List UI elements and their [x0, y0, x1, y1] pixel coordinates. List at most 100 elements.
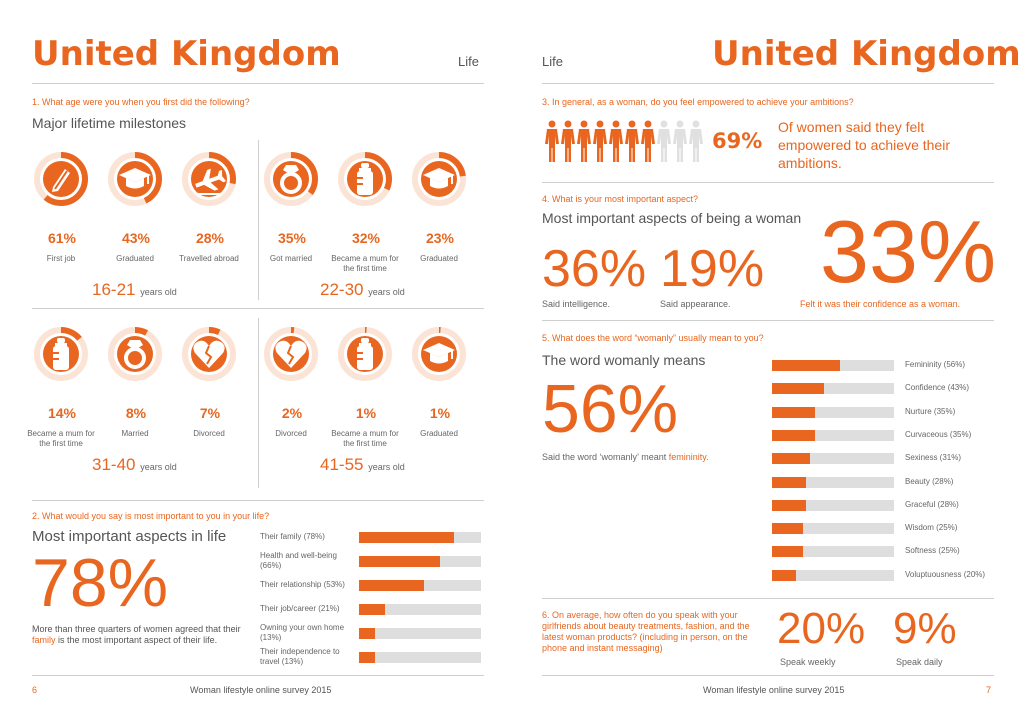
milestone-ring [106, 150, 164, 208]
family-description: More than three quarters of women agreed… [32, 624, 242, 646]
vertical-divider [258, 140, 259, 300]
milestone-label: Divorced [193, 429, 225, 438]
airplane-icon [195, 168, 227, 195]
age-unit: years old [368, 462, 405, 472]
milestone-percentage: 35% [277, 230, 307, 246]
age-range-value: 22-30 [320, 280, 364, 299]
bar-track [772, 360, 894, 371]
milestone-ring [32, 325, 90, 383]
person-icon [625, 120, 639, 167]
milestone-percentage: 61% [47, 230, 77, 246]
description-text: is the most important aspect of their li… [55, 635, 218, 645]
bar-track [359, 580, 481, 591]
page-title: United Kingdom [32, 34, 341, 74]
milestone-percentage: 28% [195, 230, 225, 246]
divider [32, 500, 484, 501]
highlight-text: family [32, 635, 56, 645]
person-icon [673, 120, 687, 167]
age-range-value: 31-40 [92, 455, 136, 474]
question-5: 5. What does the word “womanly” usually … [542, 333, 764, 343]
bar-label: Their family (78%) [260, 532, 325, 541]
milestone-label: Became a mum for the first time [331, 254, 399, 273]
age-unit: years old [140, 462, 177, 472]
bar-track [359, 604, 481, 615]
bar [772, 523, 803, 535]
person-icon [577, 120, 591, 167]
bar-track [772, 499, 894, 511]
graduation-cap-icon [423, 343, 455, 364]
bar-label: Confidence (43%) [905, 383, 970, 393]
milestone-ring [32, 150, 90, 208]
milestone-ring [180, 325, 238, 383]
footer-text: Woman lifestyle online survey 2015 [703, 685, 845, 695]
page-title: United Kingdom [712, 34, 1021, 74]
question-3: 3. In general, as a woman, do you feel e… [542, 97, 854, 107]
intelligence-label: Said intelligence. [542, 299, 611, 309]
divider [542, 83, 994, 84]
intelligence-percentage: 36% [542, 240, 647, 298]
age-unit: years old [368, 287, 405, 297]
bar [772, 453, 810, 465]
aspects-heading: Most important aspects of being a woman [542, 210, 802, 226]
baby-bottle-icon [357, 338, 373, 370]
femininity-percentage: 56% [542, 371, 679, 447]
bar-track [359, 628, 481, 639]
milestone-label: Got married [269, 254, 313, 263]
bar-label: Curvaceous (35%) [905, 429, 972, 439]
bar [359, 532, 455, 543]
pen-icon [52, 169, 70, 192]
milestone-ring [336, 150, 394, 208]
milestone-percentage: 1% [355, 405, 377, 421]
milestone-label: Graduated [116, 254, 154, 263]
bar [359, 652, 375, 663]
bar-track [772, 406, 894, 418]
bar [359, 580, 424, 591]
bar-label: Their relationship (53%) [260, 580, 345, 589]
question-4: 4. What is your most important aspect? [542, 194, 699, 204]
weekly-percentage: 20% [777, 604, 866, 653]
bar-label: Femininity (56%) [905, 360, 966, 369]
bar [772, 383, 825, 395]
milestone-ring [336, 325, 394, 383]
milestone-label: Graduated [420, 429, 458, 438]
appearance-percentage: 19% [660, 240, 765, 298]
ring-icon [124, 340, 146, 369]
milestones-heading: Major lifetime milestones [32, 115, 187, 131]
age-range-value: 16-21 [92, 280, 136, 299]
bar-label: Their independence to travel (13%) [260, 647, 340, 666]
person-icon [689, 120, 703, 167]
age-range: 41-55 years old [320, 455, 405, 475]
milestone-ring [262, 150, 320, 208]
confidence-percentage: 33% [820, 202, 997, 301]
divider [32, 675, 484, 676]
milestone-percentage: 8% [125, 405, 147, 421]
milestone-ring [106, 325, 164, 383]
bar-label: Wisdom (25%) [905, 523, 958, 533]
bar [359, 628, 375, 639]
bar-track [772, 569, 894, 581]
weekly-label: Speak weekly [780, 657, 836, 667]
aspects-heading: Most important aspects in life [32, 528, 227, 545]
person-icon [641, 120, 655, 167]
section-label: Life [458, 54, 479, 69]
milestone-label: Became a mum for the first time [27, 429, 95, 448]
bar-label: Beauty (28%) [905, 476, 954, 486]
bar-label: Sexiness (31%) [905, 453, 962, 463]
divider [542, 598, 994, 599]
daily-label: Speak daily [896, 657, 943, 667]
description-text: More than three quarters of women agreed… [32, 624, 241, 634]
person-icon [593, 120, 607, 167]
womanly-heading: The word womanly means [542, 352, 706, 368]
age-unit: years old [140, 287, 177, 297]
people-pictogram [545, 120, 715, 162]
bar-label: Softness (25%) [905, 546, 960, 556]
bar-label: Owning your own home (13%) [260, 623, 345, 642]
bar-label: Graceful (28%) [905, 499, 959, 509]
appearance-label: Said appearance. [660, 299, 731, 309]
bar-label: Voluptuousness (20%) [905, 569, 986, 579]
footer-text: Woman lifestyle online survey 2015 [190, 685, 332, 695]
person-icon [545, 120, 559, 167]
milestone-percentage: 32% [351, 230, 381, 246]
divider [542, 320, 994, 321]
divider [542, 182, 994, 183]
